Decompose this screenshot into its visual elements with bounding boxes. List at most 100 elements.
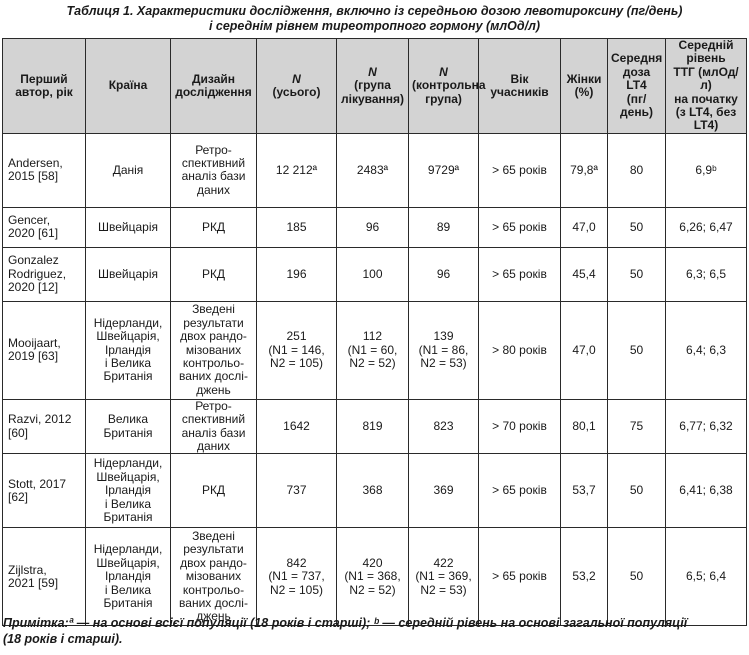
cell-n-total: 185 xyxy=(256,206,337,248)
cell-n-ctrl: 139 (N1 = 86, N2 = 53) xyxy=(408,300,479,400)
cell-line: 89 xyxy=(436,219,451,234)
cell-line: (пг/день) xyxy=(620,91,653,120)
cell-line: і Велика xyxy=(104,582,152,597)
table-body: Andersen, 2015 [58] Данія Ретро-спективний а… xyxy=(2,132,747,627)
cell-line: Ірландія xyxy=(104,569,152,584)
table-caption: Таблиця 1. Характеристики дослідження, в… xyxy=(0,4,749,34)
cell-country: Нідерланди, Швейцарія, Ірландія і Велика Бри… xyxy=(85,527,171,627)
cell-line: Середній рівень xyxy=(678,38,734,66)
cell-country: Швейцарія xyxy=(85,246,171,302)
cell-age: > 65 років xyxy=(478,132,561,208)
cell-author: Zijlstra, 2021 [59] xyxy=(2,527,86,627)
cell-line: група) xyxy=(425,91,462,106)
cell-tsh: 6,77; 6,32 xyxy=(665,398,747,455)
cell-author: Gonzalez Rodriguez, 2020 [12] xyxy=(2,246,86,302)
cell-line: 100 xyxy=(362,266,383,281)
cell-line: Ірландія xyxy=(104,342,152,357)
cell-line: мізованих xyxy=(185,569,242,584)
cell-age: > 65 років xyxy=(478,453,561,529)
column-header: Жінки (%) xyxy=(560,38,608,134)
cell-women: 47,0 xyxy=(560,300,608,400)
cell-line: Середня xyxy=(611,51,663,66)
table-row: Razvi, 2012 [60] Велика Британія Ретро-спект… xyxy=(2,398,747,455)
cell-line: Нідерланди, xyxy=(93,542,163,557)
cell-line: 823 xyxy=(433,418,454,433)
cell-n-ctrl: 9729ª xyxy=(408,132,479,208)
cell-line: спективний xyxy=(181,412,246,427)
cell-n-total: 842 (N1 = 737, N2 = 105) xyxy=(256,527,337,627)
cell-line: двох рандо- xyxy=(180,329,247,344)
cell-line: Швейцарія, xyxy=(96,469,160,484)
table-row: Gencer, 2020 [61] Швейцарія РКД 185 96 89 > 65 … xyxy=(2,206,747,248)
column-header: Середній рівень ТТГ (млОд/л) на початку (з … xyxy=(665,38,747,134)
cell-n-ctrl: 422 (N1 = 369, N2 = 53) xyxy=(408,527,479,627)
cell-women: 53,2 xyxy=(560,527,608,627)
cell-country: Нідерланди, Швейцарія, Ірландія і Велика Бри… xyxy=(85,453,171,529)
cell-line: N2 = 52) xyxy=(349,582,396,597)
column-header: Вік учасників xyxy=(478,38,561,134)
cell-author: Andersen, 2015 [58] xyxy=(2,132,86,208)
cell-line: 422 xyxy=(433,555,454,570)
cell-line: (N1 = 369, xyxy=(415,569,472,584)
cell-line: Країна xyxy=(108,78,148,93)
cell-author: Razvi, 2012 [60] xyxy=(2,398,86,455)
cell-tsh: 6,9ᵇ xyxy=(665,132,747,208)
cell-line: (N1 = 86, xyxy=(418,342,469,357)
cell-design: РКД xyxy=(170,206,257,248)
cell-line: (усього) xyxy=(272,84,321,99)
cell-line: ваних дослі- xyxy=(179,369,248,384)
cell-line: (контрольна xyxy=(412,78,486,93)
table-row: Stott, 2017 [62] Нідерланди, Швейцарія, Ірла… xyxy=(2,453,747,529)
cell-n-treat: 100 xyxy=(336,246,409,302)
cell-line: аналіз бази xyxy=(181,169,246,184)
cell-country: Данія xyxy=(85,132,171,208)
cell-age: > 65 років xyxy=(478,206,561,248)
cell-line: контрольо- xyxy=(182,356,245,371)
cell-n-total: 12 212ª xyxy=(256,132,337,208)
cell-line: N xyxy=(292,71,301,86)
cell-line: Британія xyxy=(103,596,153,611)
cell-line: Andersen, xyxy=(8,155,63,170)
cell-tsh: 6,5; 6,4 xyxy=(665,527,747,627)
cell-author: Mooijaart, 2019 [63] xyxy=(2,300,86,400)
cell-line: N xyxy=(439,64,448,79)
cell-age: > 80 років xyxy=(478,300,561,400)
caption-line-1: Таблиця 1. Характеристики дослідження, в… xyxy=(66,4,683,18)
cell-line: 185 xyxy=(286,219,307,234)
cell-line: ТТГ (млОд/л) xyxy=(673,64,739,93)
cell-line: результати xyxy=(183,315,244,330)
cell-line: джень xyxy=(196,382,231,397)
cell-line: лікування) xyxy=(340,91,405,106)
cell-dose: 50 xyxy=(607,527,666,627)
cell-line: спективний xyxy=(181,155,246,170)
column-header: Перший автор, рік xyxy=(2,38,86,134)
cell-tsh: 6,41; 6,38 xyxy=(665,453,747,529)
cell-line: 420 xyxy=(362,555,383,570)
cell-tsh: 6,26; 6,47 xyxy=(665,206,747,248)
cell-n-ctrl: 96 xyxy=(408,246,479,302)
table-header: Перший автор, рік Країна Дизайн дослідження N… xyxy=(2,38,747,134)
cell-women: 53,7 xyxy=(560,453,608,529)
cell-tsh: 6,3; 6,5 xyxy=(665,246,747,302)
cell-age: > 70 років xyxy=(478,398,561,455)
cell-line: 737 xyxy=(286,483,307,498)
cell-line: 12 212ª xyxy=(275,162,318,177)
cell-line: N2 = 52) xyxy=(349,356,396,371)
cell-line: 196 xyxy=(286,266,307,281)
cell-line: даних xyxy=(196,182,230,197)
cell-tsh: 6,4; 6,3 xyxy=(665,300,747,400)
cell-line: мізованих xyxy=(185,342,242,357)
cell-line: дослідження xyxy=(175,84,252,99)
cell-line: Stott, 2017 xyxy=(8,476,67,491)
cell-dose: 50 xyxy=(607,206,666,248)
cell-line: Швейцарія, xyxy=(96,329,160,344)
cell-line: Данія xyxy=(112,162,144,177)
cell-women: 79,8ª xyxy=(560,132,608,208)
note-line-1: Примітка:ª — на основі всієї популяції (… xyxy=(3,616,688,630)
cell-line: 9729ª xyxy=(427,162,460,177)
cell-design: Ретро-спективний аналіз бази даних xyxy=(170,132,257,208)
cell-line: Mooijaart, xyxy=(8,335,61,350)
cell-line: (N1 = 60, xyxy=(347,342,398,357)
cell-line: результати xyxy=(183,542,244,557)
cell-line: (N1 = 737, xyxy=(268,569,325,584)
